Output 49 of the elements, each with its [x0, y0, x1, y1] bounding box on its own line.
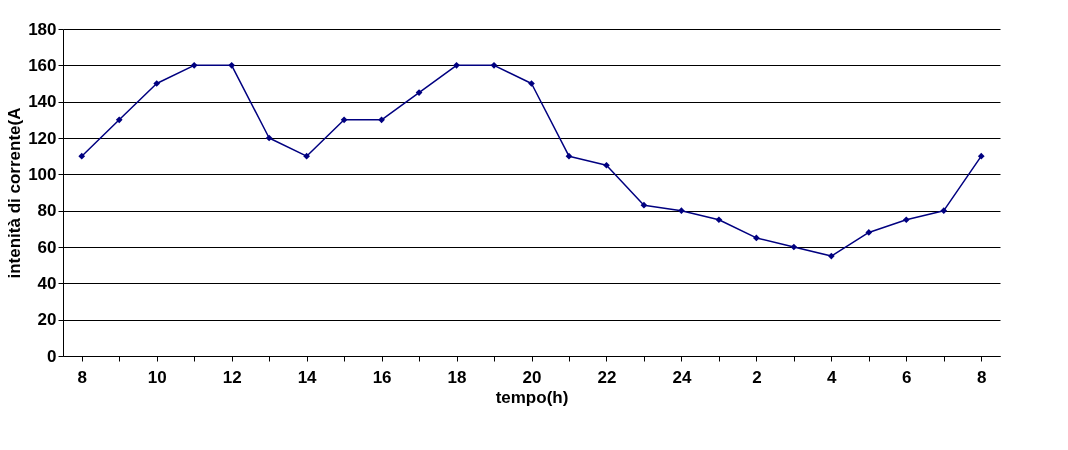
- x-tick-label: 24: [672, 367, 692, 387]
- point: [790, 243, 798, 251]
- x-tick-label: 8: [77, 367, 87, 387]
- point: [977, 152, 985, 160]
- y-tick-label: 140: [28, 92, 57, 112]
- point: [678, 207, 685, 215]
- x-tick-label: 2: [752, 367, 762, 387]
- point: [228, 61, 236, 69]
- point: [115, 116, 123, 124]
- point: [827, 252, 835, 260]
- y-tick-label: 40: [37, 273, 57, 293]
- point: [640, 201, 648, 209]
- y-tick-label: 0: [47, 346, 57, 366]
- y-tick-label: 60: [37, 237, 57, 257]
- x-tick-label: 20: [522, 367, 542, 387]
- x-tick-label: 18: [447, 367, 467, 387]
- point: [603, 161, 610, 169]
- y-tick-label: 80: [37, 201, 57, 221]
- point: [340, 116, 348, 124]
- y-tick-label: 100: [28, 164, 57, 184]
- x-tick-label: 4: [827, 367, 838, 387]
- x-tick-label: 12: [222, 367, 242, 387]
- x-tick-label: 16: [372, 367, 392, 387]
- y-tick-label: 160: [28, 55, 57, 75]
- point: [715, 216, 723, 224]
- y-tick-label: 20: [37, 310, 57, 330]
- point: [153, 80, 161, 87]
- y-tick-label: 180: [28, 19, 57, 39]
- point: [528, 80, 535, 87]
- point: [940, 207, 948, 215]
- point: [190, 61, 198, 69]
- x-tick-label: 10: [147, 367, 167, 387]
- point: [902, 216, 910, 224]
- x-tick-label: 8: [977, 367, 987, 387]
- x-tick-label: 6: [902, 367, 912, 387]
- point: [378, 116, 385, 124]
- point: [565, 152, 573, 160]
- point: [865, 229, 873, 236]
- point: [303, 152, 310, 160]
- y-tick-label: 120: [28, 128, 57, 148]
- x-axis-title: tempo(h): [495, 387, 569, 407]
- point: [78, 152, 86, 160]
- point: [453, 61, 460, 69]
- x-tick-label: 22: [597, 367, 617, 387]
- point: [490, 61, 498, 69]
- point: [753, 234, 760, 242]
- point: [265, 134, 273, 142]
- x-tick-label: 14: [297, 367, 318, 387]
- y-axis-title: intenità di corrente(A: [5, 107, 25, 279]
